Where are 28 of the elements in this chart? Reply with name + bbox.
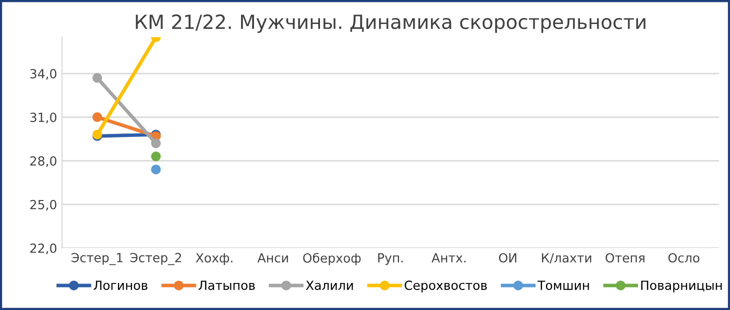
x-tick-label: Антх.: [432, 253, 466, 262]
y-tick-label: 22,0: [30, 243, 56, 254]
point: [151, 152, 161, 162]
legend-label: Логинов: [94, 280, 148, 290]
x-tick-label: Руп.: [378, 253, 403, 265]
point: [92, 112, 102, 122]
chart-title: КМ 21/22. Мужчины. Динамика скорострельности: [136, 14, 646, 33]
x-tick-label: Анси: [257, 253, 288, 263]
y-tick-label: 34,0: [30, 69, 56, 80]
legend-label: Серохвостов: [404, 280, 487, 292]
y-tick-label: 31,0: [30, 112, 56, 124]
x-tick-label: Оберхоф: [303, 252, 361, 266]
legend-label: Томшин: [538, 280, 589, 290]
point: [151, 164, 161, 174]
point: [92, 73, 102, 83]
x-tick-label: К/лахти: [542, 253, 592, 264]
legend-label: Поварницын: [641, 280, 722, 292]
y-tick-label: 25,0: [30, 200, 56, 211]
x-tick-label: ОИ: [498, 253, 516, 263]
point: [151, 138, 161, 148]
x-tick-label: Хохф.: [196, 253, 232, 265]
x-tick-label: Эстер_2: [130, 252, 182, 266]
legend-label: Латыпов: [198, 280, 255, 290]
x-tick-label: Отепя: [606, 253, 644, 263]
x-tick-label: Осло: [668, 253, 700, 263]
x-tick-label: Эстер_1: [72, 252, 122, 266]
legend-label: Халили: [306, 280, 353, 290]
y-tick-label: 28,0: [30, 156, 56, 167]
